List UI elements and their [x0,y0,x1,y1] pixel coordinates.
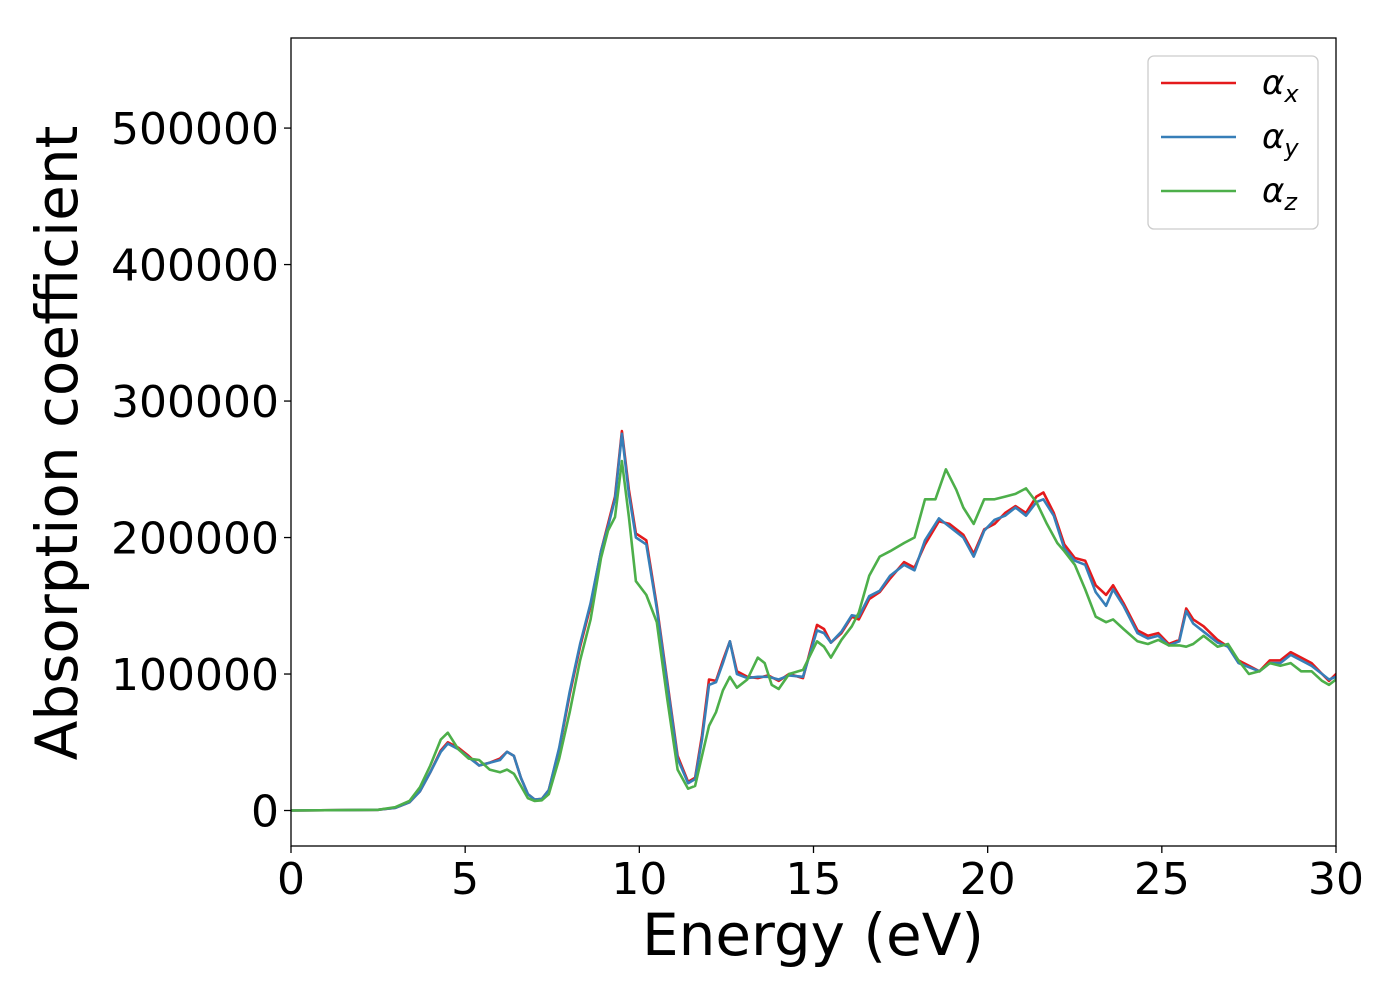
x-axis-ticks: 0 5 10 15 20 25 30 [277,846,1364,905]
legend-label-z: αz [1262,171,1298,216]
y-tick-label: 100000 [111,650,279,701]
y-tick-label: 400000 [111,241,279,292]
y-tick-label: 0 [251,787,279,838]
series-lines [291,429,1336,812]
x-axis-title: Energy (eV) [642,901,984,969]
series-line-z [291,459,1336,812]
x-tick-label: 5 [451,854,479,905]
x-tick-label: 15 [786,854,842,905]
y-tick-label: 300000 [111,377,279,428]
y-tick-label: 200000 [111,514,279,565]
y-axis-title: Absorption coefficient [23,126,91,761]
legend-label-y: αy [1262,117,1299,162]
x-tick-label: 25 [1134,854,1190,905]
x-tick-label: 30 [1308,854,1364,905]
legend-box [1147,55,1319,230]
y-tick-label: 500000 [111,104,279,155]
series-line-y [291,432,1336,812]
x-tick-label: 10 [611,854,667,905]
y-axis-ticks: 0 100000 200000 300000 400000 500000 [111,104,291,838]
x-tick-label: 20 [960,854,1016,905]
legend: αx αy αz [1147,55,1319,230]
legend-label-x: αx [1262,63,1299,108]
series-line-x [291,429,1336,812]
x-tick-label: 0 [277,854,305,905]
